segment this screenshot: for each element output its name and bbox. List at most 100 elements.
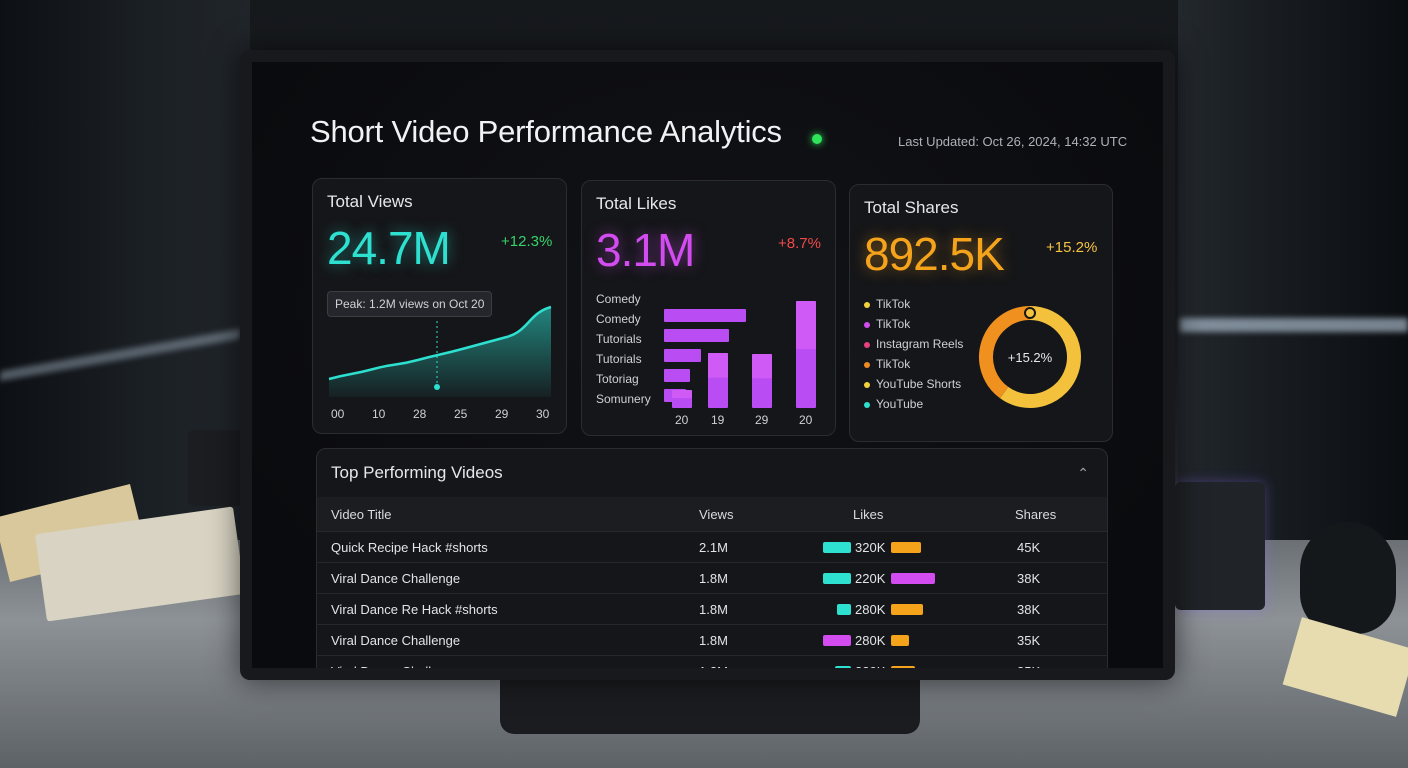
table-header: Video Title Views Likes Shares: [317, 497, 1107, 531]
horizontal-bar[interactable]: [664, 309, 746, 322]
views-area-chart[interactable]: [313, 179, 568, 435]
column-header-likes[interactable]: Likes: [853, 507, 884, 522]
x-tick-label: 20: [799, 413, 813, 427]
keyboard: [188, 430, 248, 506]
category-label: Comedy: [596, 292, 641, 306]
views-cell: 2.1M: [699, 540, 728, 555]
x-tick-label: 00: [331, 407, 345, 421]
legend-item: Instagram Reels: [864, 337, 963, 351]
category-label: Tutorials: [596, 332, 642, 346]
x-tick-label: 30: [536, 407, 550, 421]
x-tick-label: 20: [675, 413, 689, 427]
horizontal-bar[interactable]: [664, 349, 701, 362]
shares-donut-chart[interactable]: +15.2%: [850, 185, 1114, 443]
likes-mini-bar: [891, 604, 923, 615]
likes-mini-bar: [891, 666, 915, 668]
likes-cell: 220K: [855, 664, 886, 679]
views-series-line[interactable]: [328, 305, 552, 381]
horizontal-bar[interactable]: [664, 369, 690, 382]
vertical-bar-highlight: [752, 354, 772, 379]
chevron-up-icon[interactable]: ⌃: [1077, 465, 1089, 481]
likes-bar-chart[interactable]: [582, 181, 837, 437]
likes-cell: 280K: [855, 602, 886, 617]
category-label: Somunery: [596, 392, 651, 406]
video-title-cell: Viral Dance Challenge: [331, 633, 461, 648]
x-tick-label: 29: [755, 413, 769, 427]
likes-mini-bar: [835, 666, 851, 668]
legend-item: TikTok: [864, 317, 910, 331]
total-views-value: 24.7M: [327, 222, 451, 274]
total-views-card[interactable]: Total Views 24.7M +12.3% Peak: 1.2M view…: [312, 178, 567, 434]
chart-tooltip: Peak: 1.2M views on Oct 20: [327, 291, 493, 317]
views-cell: 1.2M: [699, 664, 728, 679]
views-cell: 1.8M: [699, 602, 728, 617]
legend-dot-icon: [864, 361, 870, 368]
total-shares-value: 892.5K: [864, 228, 1005, 280]
keyboard: [1175, 482, 1265, 610]
column-header-shares[interactable]: Shares: [1015, 507, 1057, 522]
views-cell: 1.8M: [699, 571, 728, 586]
table-title: Top Performing Videos: [331, 463, 503, 482]
vertical-bar-highlight: [796, 301, 816, 350]
video-title-cell: Quick Recipe Hack #shorts: [331, 540, 488, 555]
total-likes-value: 3.1M: [596, 224, 695, 276]
card-title: Total Views: [327, 192, 413, 211]
legend-label: Instagram Reels: [876, 337, 964, 351]
shares-cell: 35K: [1017, 633, 1041, 648]
table-row[interactable]: Viral Dance Challenge 1.2M 220K 35K: [317, 655, 1107, 679]
dashboard-screen: Short Video Performance Analytics Last U…: [252, 62, 1163, 668]
x-tick-label: 29: [495, 407, 509, 421]
legend-item: TikTok: [864, 297, 910, 311]
table-row[interactable]: Viral Dance Challenge 1.8M 280K 35K: [317, 624, 1107, 656]
peak-marker-point[interactable]: [434, 384, 440, 390]
vertical-bar-highlight: [708, 353, 728, 378]
legend-item: YouTube Shorts: [864, 377, 961, 391]
legend-item: YouTube: [864, 397, 923, 411]
legend-label: TikTok: [876, 357, 911, 371]
legend-label: YouTube: [876, 397, 924, 411]
page-title: Short Video Performance Analytics: [310, 114, 782, 149]
live-status-dot: [812, 134, 822, 144]
video-title-cell: Viral Dance Challenge: [331, 664, 461, 679]
category-label: Totoriag: [596, 372, 639, 386]
category-label: Tutorials: [596, 352, 642, 366]
column-header-views[interactable]: Views: [699, 507, 734, 522]
table-row[interactable]: Viral Dance Re Hack #shorts 1.8M 280K 38K: [317, 593, 1107, 625]
top-videos-table: Top Performing Videos ⌃ Video Title View…: [316, 448, 1108, 679]
column-header-title[interactable]: Video Title: [331, 507, 392, 522]
card-title: Total Likes: [596, 194, 677, 213]
shares-cell: 45K: [1017, 540, 1041, 555]
x-tick-label: 25: [454, 407, 468, 421]
shares-cell: 38K: [1017, 602, 1041, 617]
likes-mini-bar: [823, 542, 851, 553]
donut-center-label: +15.2%: [1008, 350, 1053, 365]
legend-label: TikTok: [876, 297, 911, 311]
likes-cell: 220K: [855, 571, 886, 586]
video-title-cell: Viral Dance Challenge: [331, 571, 461, 586]
donut-slice[interactable]: [1000, 306, 1081, 408]
category-label: Comedy: [596, 312, 641, 326]
table-row[interactable]: Viral Dance Challenge 1.8M 220K 38K: [317, 562, 1107, 594]
video-title-cell: Viral Dance Re Hack #shorts: [331, 602, 498, 617]
vertical-bar-highlight: [672, 390, 692, 399]
horizontal-bar[interactable]: [664, 329, 729, 342]
shares-cell: 38K: [1017, 571, 1041, 586]
donut-slice[interactable]: [979, 306, 1031, 399]
donut-handle: [1024, 307, 1036, 319]
total-likes-card[interactable]: Total Likes 3.1M +8.7% Comedy Comedy Tut…: [581, 180, 836, 436]
likes-cell: 320K: [855, 540, 886, 555]
monitor: Short Video Performance Analytics Last U…: [240, 50, 1175, 680]
x-tick-label: 19: [711, 413, 725, 427]
legend-label: YouTube Shorts: [876, 377, 962, 391]
likes-mini-bar: [891, 635, 909, 646]
views-area-fill: [329, 307, 551, 397]
shelf-light: [1180, 318, 1408, 332]
total-shares-card[interactable]: Total Shares 892.5K +15.2% TikTok TikTok I…: [849, 184, 1113, 442]
shares-delta: +15.2%: [1046, 239, 1098, 256]
likes-mini-bar: [891, 542, 921, 553]
x-tick-label: 10: [372, 407, 386, 421]
table-row[interactable]: Quick Recipe Hack #shorts 2.1M 320K 45K: [317, 531, 1107, 563]
shares-cell: 35K: [1017, 664, 1041, 679]
likes-mini-bar: [891, 573, 935, 584]
mouse: [1300, 522, 1396, 634]
